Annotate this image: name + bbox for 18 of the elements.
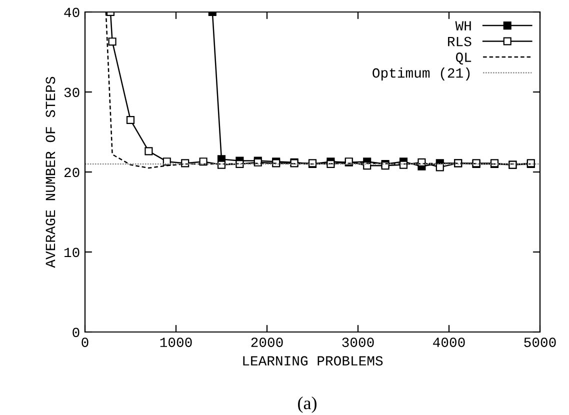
x-tick-label: 0 — [82, 338, 88, 348]
y-axis-title: AVERAGE NUMBER OF STEPS — [46, 76, 56, 268]
legend-label: Optimum (21) — [372, 68, 470, 80]
x-tick-label: 4000 — [433, 338, 465, 348]
legend-label: RLS — [448, 36, 472, 46]
x-axis-title: LEARNING PROBLEMS — [243, 356, 383, 366]
text: (a) — [298, 396, 316, 413]
x-tick-label: 1000 — [160, 338, 192, 348]
legend-label: WH — [455, 21, 471, 30]
y-tick-label: 40 — [64, 8, 80, 18]
y-tick-label: 10 — [64, 248, 80, 258]
y-tick-label: 30 — [64, 88, 80, 98]
x-tick-label: 3000 — [342, 338, 374, 348]
y-tick-label: 0 — [72, 328, 80, 338]
x-tick-label: 5000 — [524, 338, 556, 348]
y-tick-label: 20 — [64, 168, 80, 178]
legend-label: QL — [456, 52, 472, 64]
x-tick-label: 2000 — [251, 338, 283, 348]
